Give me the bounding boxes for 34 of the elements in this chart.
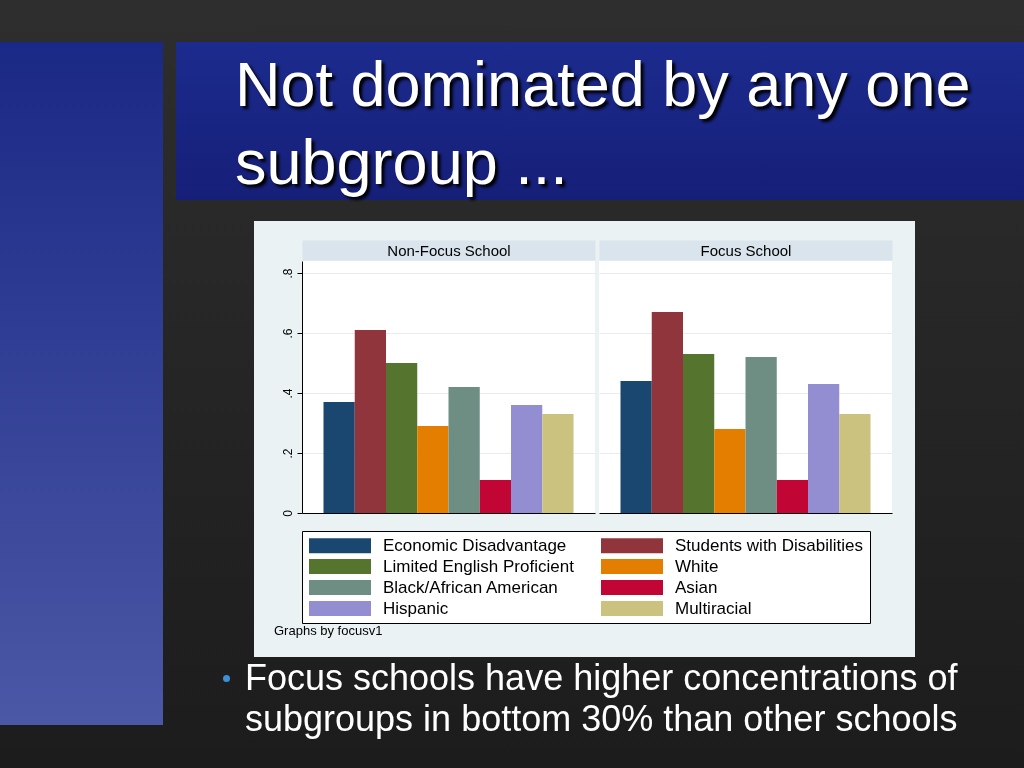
bar [776, 480, 808, 513]
bar [808, 384, 840, 513]
x-tick-label: Non-Focus School [387, 241, 511, 259]
y-tick-label: .8 [280, 268, 295, 279]
bar [714, 429, 746, 513]
y-tick-label: .6 [280, 328, 295, 339]
legend-label: Hispanic [383, 598, 449, 618]
legend-label: Economic Disadvantage [383, 535, 567, 555]
text: Focus schools have higher concentrations of subgroups in bottom 30% than other schools [245, 657, 958, 739]
bar [354, 330, 386, 513]
y-tick-label: 0 [280, 509, 295, 517]
bar [511, 405, 543, 513]
legend-label: Limited English Proficient [383, 556, 575, 576]
bar [386, 363, 418, 513]
bar [839, 414, 871, 513]
x-tick-label: Focus School [700, 241, 792, 259]
legend-label: Students with Disabilities [675, 535, 864, 555]
bar [745, 357, 777, 513]
bar [479, 480, 511, 513]
legend-label: Multiracial [675, 598, 752, 618]
bar [542, 414, 574, 513]
bar [448, 387, 480, 513]
legend-label: Asian [675, 577, 718, 597]
bar [620, 381, 652, 513]
text: Graphs by focusv1 [274, 623, 383, 638]
bar [651, 312, 683, 513]
y-tick-label: .2 [280, 448, 295, 459]
y-tick-label: .4 [280, 388, 295, 399]
bar [683, 354, 715, 513]
bar [417, 426, 449, 513]
legend-label: Black/African American [383, 577, 558, 597]
chart-title: Not dominated by any one subgroup ... [235, 48, 972, 199]
legend-label: White [675, 556, 719, 576]
bar [323, 402, 355, 513]
